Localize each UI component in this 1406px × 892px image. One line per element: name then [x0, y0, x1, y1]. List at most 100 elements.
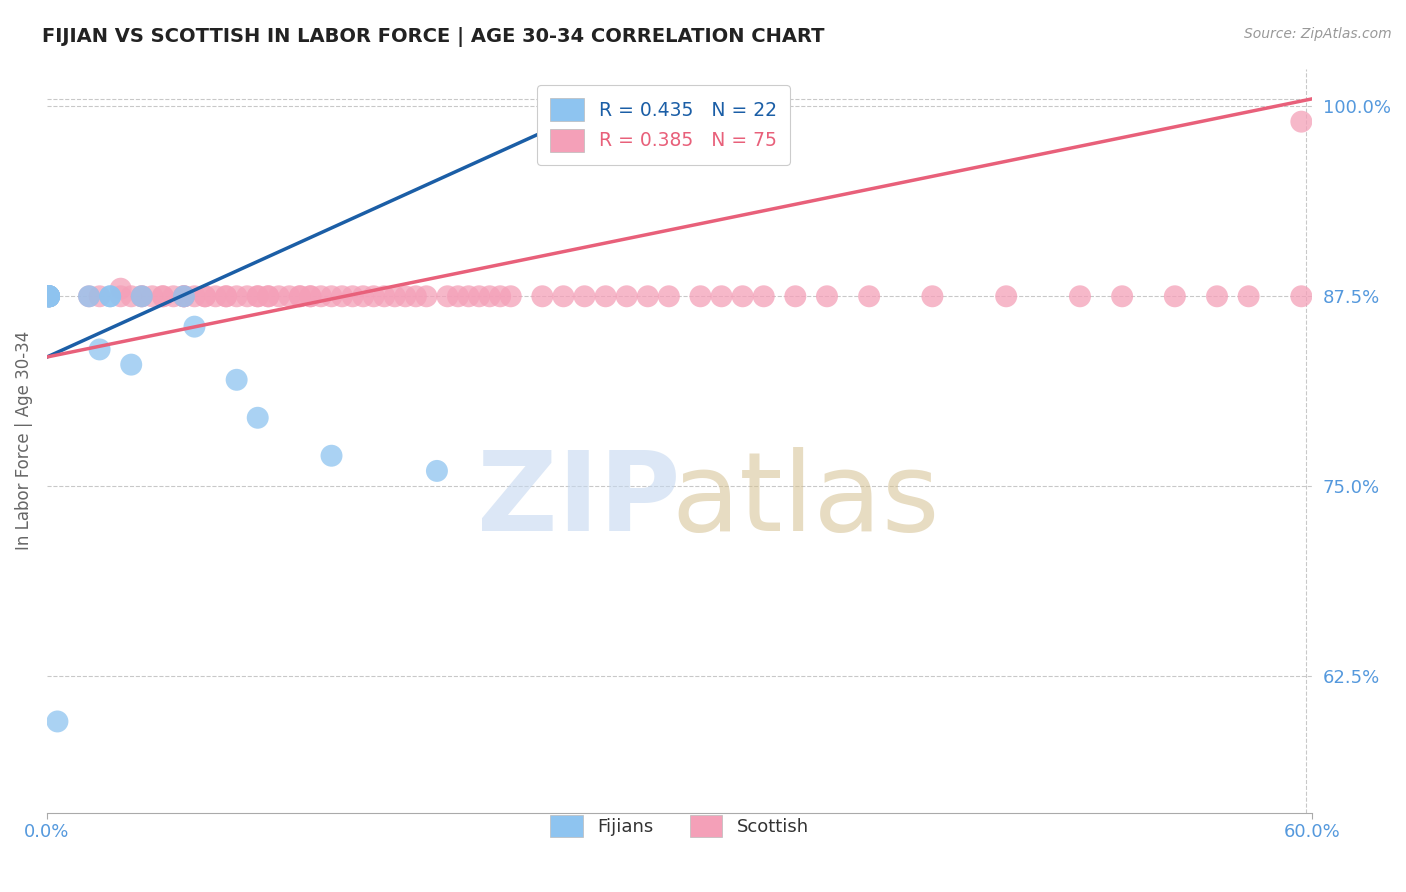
Point [110, 289, 132, 303]
Point [815, 289, 838, 303]
Point [489, 289, 512, 303]
Point [173, 289, 195, 303]
Point [152, 289, 174, 303]
Point [257, 289, 280, 303]
Point [1069, 289, 1091, 303]
Point [183, 289, 205, 303]
Point [38, 289, 60, 303]
Point [38, 289, 60, 303]
Point [363, 289, 385, 303]
Point [120, 289, 142, 303]
Point [246, 410, 269, 425]
Point [468, 289, 491, 303]
Point [194, 289, 217, 303]
Point [173, 289, 195, 303]
Point [288, 289, 311, 303]
Point [858, 289, 880, 303]
Point [257, 289, 280, 303]
Point [309, 289, 332, 303]
Point [405, 289, 427, 303]
Point [742, 114, 765, 128]
Point [46, 714, 69, 729]
Point [658, 289, 681, 303]
Point [38, 289, 60, 303]
Point [38, 289, 60, 303]
Point [1206, 289, 1229, 303]
Point [330, 289, 353, 303]
Point [173, 289, 195, 303]
Point [110, 282, 132, 296]
Point [131, 289, 153, 303]
Point [215, 289, 238, 303]
Point [183, 319, 205, 334]
Point [236, 289, 259, 303]
Point [921, 289, 943, 303]
Point [1291, 289, 1313, 303]
Point [321, 449, 343, 463]
Point [204, 289, 226, 303]
Text: Source: ZipAtlas.com: Source: ZipAtlas.com [1244, 27, 1392, 41]
Point [373, 289, 395, 303]
Point [288, 289, 311, 303]
Point [173, 289, 195, 303]
Point [246, 289, 269, 303]
Point [1164, 289, 1187, 303]
Point [194, 289, 217, 303]
Point [731, 289, 754, 303]
Y-axis label: In Labor Force | Age 30-34: In Labor Force | Age 30-34 [15, 331, 32, 550]
Point [1111, 289, 1133, 303]
Text: ZIP: ZIP [477, 447, 681, 554]
Point [595, 289, 617, 303]
Point [89, 289, 111, 303]
Point [436, 289, 458, 303]
Point [131, 289, 153, 303]
Point [246, 289, 269, 303]
Point [616, 289, 638, 303]
Point [225, 373, 247, 387]
Point [215, 289, 238, 303]
Legend: Fijians, Scottish: Fijians, Scottish [543, 808, 815, 845]
Point [38, 289, 60, 303]
Point [352, 289, 374, 303]
Point [426, 464, 449, 478]
Point [77, 289, 100, 303]
Point [342, 289, 364, 303]
Point [499, 289, 522, 303]
Point [162, 289, 184, 303]
Text: FIJIAN VS SCOTTISH IN LABOR FORCE | AGE 30-34 CORRELATION CHART: FIJIAN VS SCOTTISH IN LABOR FORCE | AGE … [42, 27, 825, 46]
Point [38, 289, 60, 303]
Point [574, 289, 596, 303]
Point [38, 289, 60, 303]
Point [415, 289, 437, 303]
Point [1291, 114, 1313, 128]
Text: atlas: atlas [672, 447, 941, 554]
Point [131, 289, 153, 303]
Point [457, 289, 479, 303]
Point [752, 289, 775, 303]
Point [120, 358, 142, 372]
Point [478, 289, 501, 303]
Point [77, 289, 100, 303]
Point [299, 289, 322, 303]
Point [321, 289, 343, 303]
Point [447, 289, 470, 303]
Point [995, 289, 1018, 303]
Point [394, 289, 416, 303]
Point [278, 289, 301, 303]
Point [384, 289, 406, 303]
Point [38, 289, 60, 303]
Point [38, 289, 60, 303]
Point [785, 289, 807, 303]
Point [531, 289, 554, 303]
Point [98, 289, 121, 303]
Point [710, 289, 733, 303]
Point [299, 289, 322, 303]
Point [553, 289, 575, 303]
Point [225, 289, 247, 303]
Point [89, 343, 111, 357]
Point [38, 289, 60, 303]
Point [637, 289, 659, 303]
Point [152, 289, 174, 303]
Point [689, 289, 711, 303]
Point [267, 289, 290, 303]
